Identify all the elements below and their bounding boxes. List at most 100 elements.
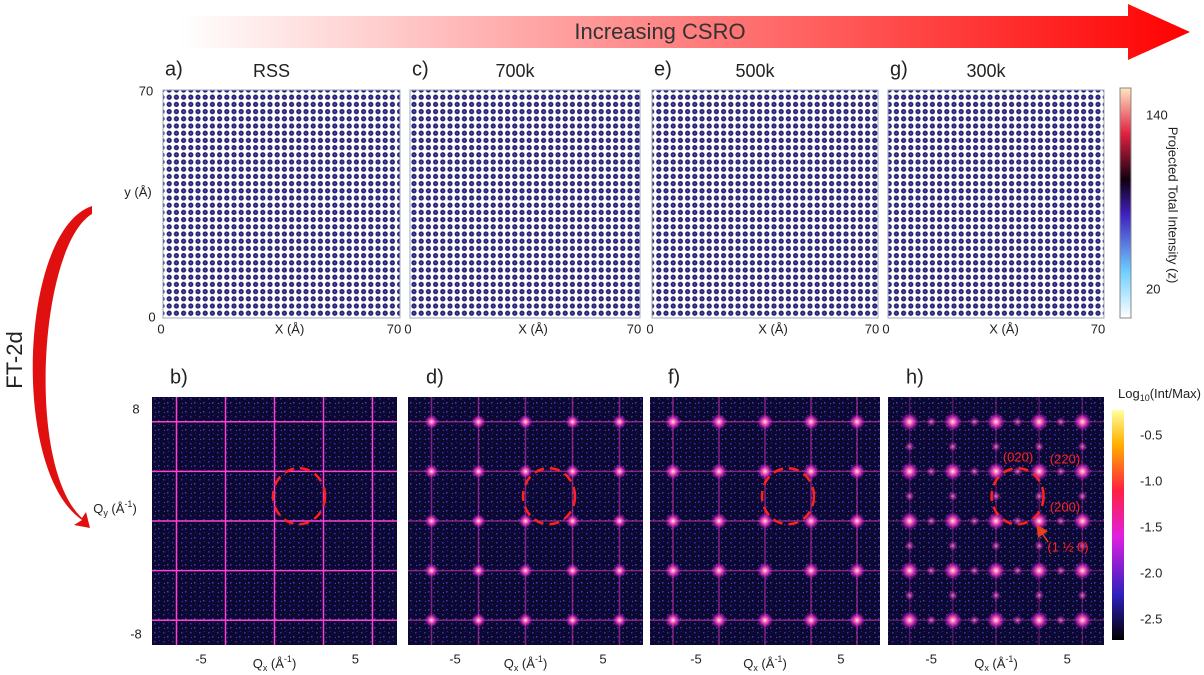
colorbar-tick: 20: [1146, 281, 1160, 296]
superlattice-spot: [969, 466, 980, 477]
superlattice-spot: [904, 540, 915, 551]
bragg-spot: [987, 412, 1005, 431]
superlattice-spot: [1012, 565, 1023, 576]
bragg-spot: [518, 414, 533, 429]
colorbar-label: Projected Total Intensity (z): [1166, 127, 1181, 284]
x-label-part: x: [514, 663, 519, 673]
superlattice-spot: [947, 540, 958, 551]
bragg-spot: [518, 613, 533, 628]
bragg-spot: [612, 464, 627, 479]
x-label-part: -1: [774, 654, 782, 664]
x-label-part: Q: [253, 656, 263, 671]
x-label-part: (Å: [267, 656, 284, 671]
bragg-spot: [900, 462, 919, 481]
superlattice-spot: [947, 491, 958, 502]
y-tick: -8: [130, 626, 142, 641]
transform-label: FT-2d: [2, 331, 27, 388]
bragg-spot: [665, 513, 681, 529]
bragg-spot: [518, 563, 533, 578]
panel-letter: h): [906, 366, 924, 388]
annotation: (1 ½ 0): [1047, 539, 1088, 554]
bragg-spot: [900, 412, 919, 431]
bragg-spot: [1073, 412, 1092, 431]
bragg-spot: [900, 561, 919, 580]
bragg-spot: [711, 562, 727, 579]
banner-text: Increasing CSRO: [574, 19, 745, 44]
bragg-spot: [565, 563, 580, 578]
bragg-spot: [900, 512, 919, 530]
bragg-spot: [987, 512, 1005, 530]
x-label-part: ): [543, 656, 547, 671]
bragg-spot: [471, 514, 486, 528]
bragg-spot: [1030, 512, 1049, 530]
bragg-spot: [424, 613, 439, 628]
bragg-spot: [849, 463, 865, 480]
x-tick: 0: [646, 321, 653, 336]
superlattice-spot: [1077, 441, 1088, 452]
colorbar-tick: -0.5: [1140, 427, 1162, 442]
bragg-spot: [803, 562, 819, 579]
bragg-spot: [849, 612, 865, 629]
colorbar-tick: -1.0: [1140, 473, 1162, 488]
superlattice-spot: [1034, 441, 1045, 452]
bragg-spot: [471, 563, 486, 578]
bragg-spot: [711, 413, 727, 430]
bragg-spot: [1030, 412, 1049, 431]
bragg-spot: [565, 613, 580, 628]
bragg-spot: [987, 611, 1005, 630]
superlattice-spot: [1077, 590, 1088, 601]
annotation: (220): [1050, 451, 1080, 466]
bragg-spot: [1030, 462, 1049, 481]
x-tick: 5: [599, 651, 606, 666]
x-label-part: -1: [535, 654, 543, 664]
bragg-spot: [803, 612, 819, 629]
x-label: X (Å): [989, 321, 1019, 336]
bragg-spot: [1073, 561, 1092, 580]
dashed-circle: [521, 466, 577, 526]
colorbar-tick: 140: [1146, 107, 1168, 122]
bragg-spot: [943, 462, 962, 481]
superlattice-spot: [926, 516, 937, 526]
y-label: y (Å): [124, 184, 151, 199]
bragg-spot: [665, 562, 681, 579]
x-label-part: -1: [284, 654, 292, 664]
x-tick: -5: [195, 651, 207, 666]
x-tick: 0: [404, 321, 411, 336]
x-tick: 0: [882, 321, 889, 336]
x-tick: 5: [352, 651, 359, 666]
superlattice-spot: [904, 491, 915, 502]
superlattice-spot: [904, 441, 915, 452]
superlattice-spot: [904, 590, 915, 601]
superlattice-spot: [1012, 416, 1023, 427]
bragg-spot: [424, 514, 439, 528]
bragg-spot: [565, 464, 580, 479]
real-space-map: [409, 89, 641, 319]
superlattice-spot: [1034, 540, 1045, 551]
bragg-spot: [471, 464, 486, 479]
bragg-spot: [803, 413, 819, 430]
panel-letter: f): [668, 366, 680, 388]
bragg-spot: [711, 513, 727, 529]
bragg-spot: [849, 513, 865, 529]
superlattice-spot: [926, 416, 937, 427]
superlattice-spot: [926, 466, 937, 477]
bragg-spot: [987, 561, 1005, 580]
y-tick: 70: [139, 83, 153, 98]
y-tick: 8: [132, 401, 139, 416]
dashed-circle: [271, 466, 327, 526]
x-label: Qx (Å-1): [974, 654, 1018, 673]
bragg-spot: [900, 611, 919, 630]
x-label: X (Å): [518, 321, 548, 336]
x-label-part: -1: [1005, 654, 1013, 664]
bragg-spot: [849, 562, 865, 579]
superlattice-spot: [1077, 540, 1088, 551]
x-label-part: (Å: [989, 656, 1006, 671]
bragg-spot: [1073, 512, 1092, 530]
x-tick: 5: [837, 651, 844, 666]
x-label: Qx (Å-1): [743, 654, 787, 673]
x-label: X (Å): [758, 321, 788, 336]
panel-title: 300k: [966, 61, 1006, 81]
bragg-spot: [1030, 611, 1049, 630]
superlattice-spot: [926, 615, 937, 626]
bragg-spot: [849, 413, 865, 430]
